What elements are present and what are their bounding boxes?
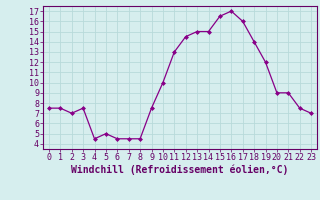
X-axis label: Windchill (Refroidissement éolien,°C): Windchill (Refroidissement éolien,°C) [71,165,289,175]
